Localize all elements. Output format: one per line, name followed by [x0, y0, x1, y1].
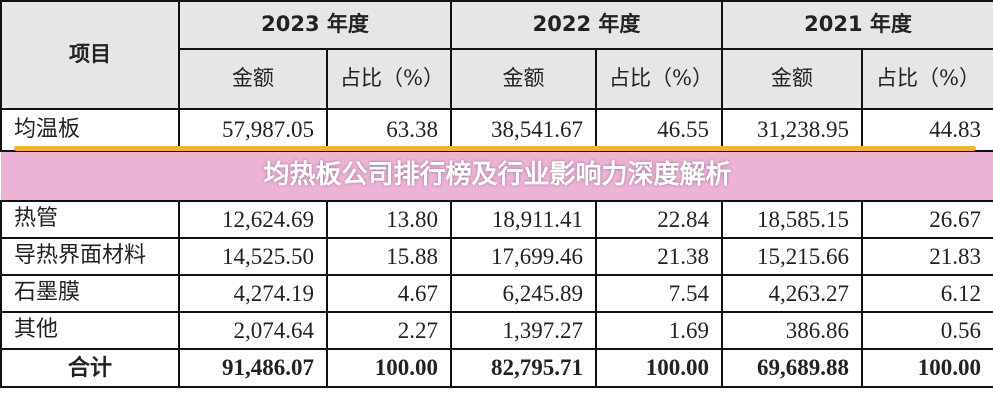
- cell: 82,795.71: [450, 348, 598, 388]
- cell: 21.83: [861, 237, 993, 276]
- header-ratio: 占比（%）: [861, 48, 993, 110]
- cell: 4,263.27: [721, 274, 864, 313]
- cell: 100.00: [325, 348, 453, 388]
- revenue-table: 项目 2023 年度 2022 年度 2021 年度 金额 占比（%） 金额 占…: [0, 0, 993, 388]
- cell: 0.56: [861, 311, 993, 350]
- header-amount: 金额: [721, 48, 864, 110]
- table-row: 导热界面材料 14,525.50 15.88 17,699.46 21.38 15,215…: [0, 237, 993, 276]
- table-row: 其他 2,074.64 2.27 1,397.27 1.69 386.86 0.56: [0, 311, 993, 350]
- header-year-2023: 2023 年度: [177, 0, 453, 50]
- cell: 22.84: [595, 200, 724, 239]
- cell: 57,987.05: [178, 108, 328, 152]
- cell: 13.80: [325, 200, 453, 239]
- row-label: 均温板: [0, 108, 180, 152]
- cell: 17,699.46: [450, 237, 598, 276]
- cell: 69,689.88: [721, 348, 864, 388]
- cell: 18,585.15: [721, 200, 864, 239]
- header-ratio: 占比（%）: [325, 48, 453, 110]
- cell: 100.00: [861, 348, 993, 388]
- highlight-underline: [14, 146, 976, 151]
- header-item: 项目: [0, 0, 180, 110]
- cell: 15,215.66: [721, 237, 864, 276]
- cell: 2.27: [325, 311, 453, 350]
- cell: 2,074.64: [178, 311, 328, 350]
- cell: 14,525.50: [178, 237, 328, 276]
- row-label: 其他: [0, 311, 180, 350]
- cell: 15.88: [325, 237, 453, 276]
- cell: 6,245.89: [450, 274, 598, 313]
- banner-title: 均热板公司排行榜及行业影响力深度解析: [263, 160, 732, 191]
- banner-cell: 均热板公司排行榜及行业影响力深度解析: [1, 150, 993, 202]
- table-row: 石墨膜 4,274.19 4.67 6,245.89 7.54 4,263.27 6.12: [0, 274, 993, 313]
- cell: 38,541.67: [450, 108, 598, 152]
- cell: 6.12: [861, 274, 993, 313]
- cell: 12,624.69: [178, 200, 328, 239]
- cell: 46.55: [595, 108, 724, 152]
- total-label: 合计: [0, 348, 180, 388]
- row-label: 导热界面材料: [0, 237, 180, 276]
- cell: 7.54: [595, 274, 724, 313]
- header-ratio: 占比（%）: [595, 48, 724, 110]
- cell: 100.00: [595, 348, 724, 388]
- cell: 1.69: [595, 311, 724, 350]
- table-row: 均温板 57,987.05 63.38 38,541.67 46.55 31,238.95…: [0, 108, 993, 152]
- title-banner: 均热板公司排行榜及行业影响力深度解析: [1, 150, 993, 202]
- cell: 21.38: [595, 237, 724, 276]
- cell: 18,911.41: [450, 200, 598, 239]
- table-row: 热管 12,624.69 13.80 18,911.41 22.84 18,585.15 2…: [0, 200, 993, 239]
- row-label: 石墨膜: [0, 274, 180, 313]
- cell: 31,238.95: [721, 108, 864, 152]
- header-amount: 金额: [178, 48, 328, 110]
- header-year-2022: 2022 年度: [450, 0, 724, 50]
- header-amount: 金额: [450, 48, 598, 110]
- cell: 4,274.19: [178, 274, 328, 313]
- cell: 4.67: [325, 274, 453, 313]
- cell: 1,397.27: [450, 311, 598, 350]
- header-year-2021: 2021 年度: [721, 0, 993, 50]
- row-label: 热管: [0, 200, 180, 239]
- cell: 91,486.07: [178, 348, 328, 388]
- cell: 26.67: [861, 200, 993, 239]
- cell: 44.83: [861, 108, 993, 152]
- total-row: 合计 91,486.07 100.00 82,795.71 100.00 69,…: [0, 348, 993, 388]
- cell: 63.38: [325, 108, 453, 152]
- cell: 386.86: [721, 311, 864, 350]
